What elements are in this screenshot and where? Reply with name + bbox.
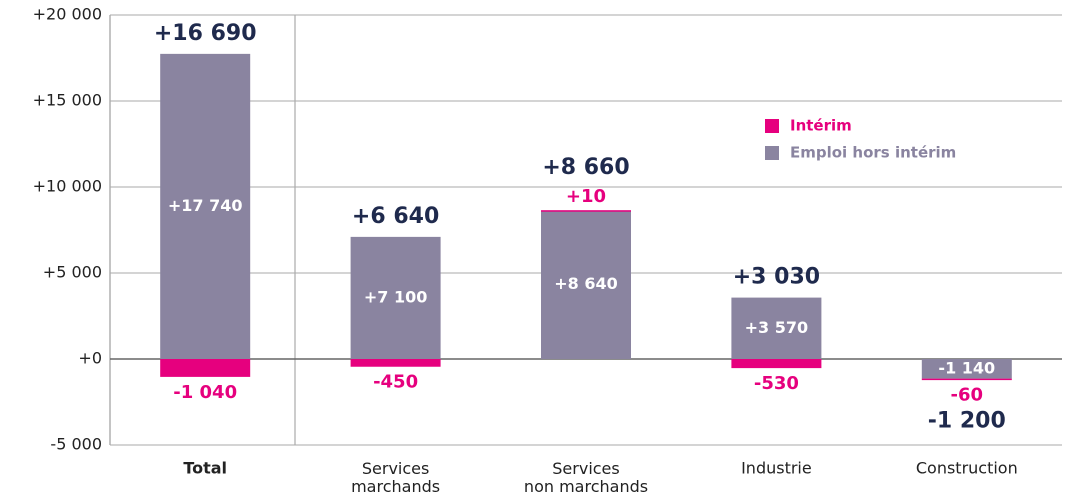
bar-segment	[921, 359, 1012, 379]
segment-label: +8 640	[554, 274, 618, 293]
bar-segment	[160, 359, 251, 377]
total-label: +3 030	[733, 265, 820, 290]
segment-label: -1 140	[938, 358, 995, 377]
total-label: +16 690	[154, 21, 257, 46]
segment-label: +7 100	[364, 287, 428, 306]
bar-segment	[541, 210, 631, 212]
total-label: +8 660	[542, 155, 629, 180]
bar-segment	[921, 378, 1012, 381]
bar-segment	[731, 297, 822, 359]
x-tick-line: Services	[552, 459, 619, 478]
total-label: +6 640	[352, 204, 439, 229]
y-tick-label: +20 000	[33, 5, 102, 24]
segment-label: -530	[754, 373, 799, 394]
segment-label: -450	[373, 372, 418, 393]
bar-segment	[350, 236, 441, 359]
legend-swatch	[765, 146, 779, 160]
x-tick-label: Industrie	[741, 459, 812, 478]
y-tick-label: +0	[78, 349, 102, 368]
segment-label: +10	[566, 186, 606, 207]
bar-segment	[160, 53, 251, 359]
y-tick-label: -5 000	[50, 435, 102, 454]
x-tick-label: Services non marchands	[524, 459, 648, 496]
total-label: -1 200	[928, 409, 1006, 434]
x-tick-label: Total	[183, 459, 227, 478]
bar-segment	[731, 359, 822, 369]
x-tick-label: Construction	[916, 459, 1018, 478]
bar-segment	[541, 210, 631, 359]
segment-label: +3 570	[745, 318, 809, 337]
segment-label: -60	[951, 385, 984, 406]
x-tick-line: non marchands	[524, 477, 648, 496]
legend-swatch	[765, 119, 779, 133]
segment-label: -1 040	[173, 382, 237, 403]
x-tick-line: Services	[362, 459, 429, 478]
legend-label: Intérim	[790, 117, 852, 135]
x-tick-label: Services marchands	[351, 459, 440, 496]
bar-segment	[350, 359, 441, 367]
x-tick-line: marchands	[351, 477, 440, 496]
y-tick-label: +5 000	[43, 263, 102, 282]
segment-label: +17 740	[168, 196, 243, 215]
legend-label: Emploi hors intérim	[790, 144, 956, 162]
y-tick-label: +15 000	[33, 91, 102, 110]
y-tick-label: +10 000	[33, 177, 102, 196]
